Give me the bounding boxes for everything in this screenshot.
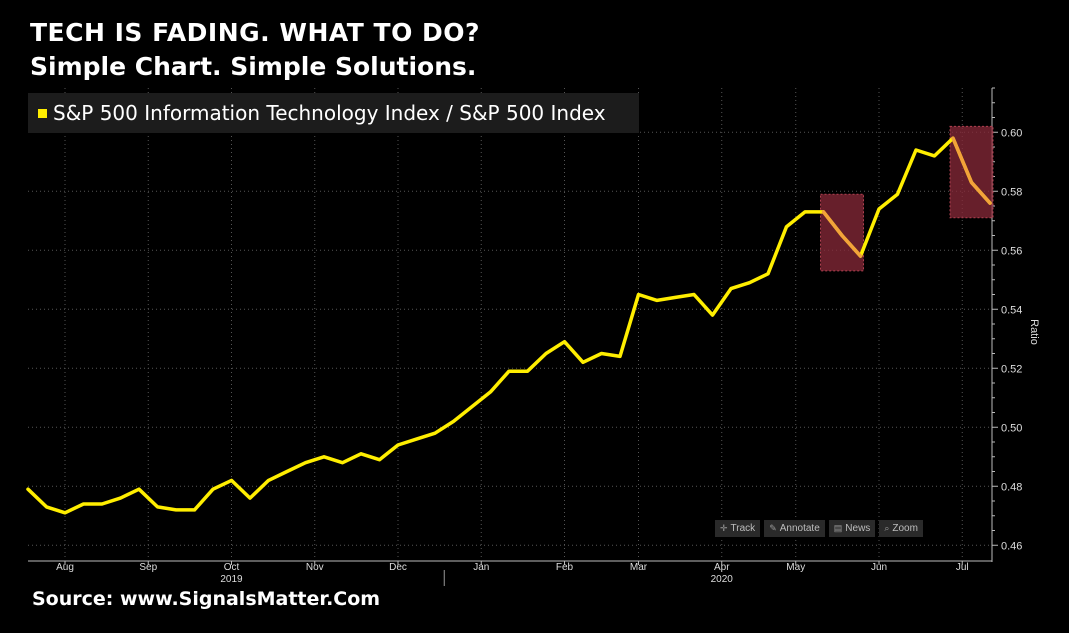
highlight-box [820, 193, 864, 272]
news-button[interactable]: ▤ News [828, 520, 876, 537]
zoom-button[interactable]: ⌕ Zoom [879, 520, 923, 537]
y-tick-label: 0.56 [1001, 245, 1022, 257]
x-tick-label: Oct [224, 562, 240, 573]
x-tick-label: Mar [630, 562, 648, 573]
y-tick-label: 0.48 [1001, 481, 1022, 493]
x-tick-label: Dec [389, 562, 407, 573]
x-year-label: 2020 [711, 574, 734, 585]
y-tick-label: 0.60 [1001, 127, 1022, 139]
zoom-label: Zoom [892, 523, 918, 534]
series-line-highlight [821, 210, 863, 258]
annotate-label: Annotate [779, 523, 820, 534]
y-tick-label: 0.52 [1001, 363, 1022, 375]
news-icon: ▤ [833, 523, 843, 533]
y-axis-title: Ratio [1028, 319, 1040, 345]
legend-swatch [38, 108, 47, 118]
y-tick-label: 0.58 [1001, 186, 1022, 198]
x-year-label: 2019 [220, 574, 243, 585]
zoom-icon: ⌕ [884, 523, 890, 533]
x-tick-label: Apr [714, 562, 730, 573]
highlight-box [949, 125, 994, 219]
chart-title: TECH IS FADING. WHAT TO DO? [30, 18, 481, 47]
x-tick-label: Jul [956, 562, 969, 573]
x-tick-label: Sep [139, 562, 157, 573]
y-tick-label: 0.50 [1001, 422, 1022, 434]
legend-label: S&P 500 Information Technology Index / S… [53, 101, 606, 125]
x-tick-label: Jun [871, 562, 887, 573]
track-button[interactable]: ✛ Track [715, 520, 761, 537]
chart-legend: S&P 500 Information Technology Index / S… [28, 93, 639, 133]
chart-toolbar: ✛ Track ✎ Annotate ▤ News ⌕ Zoom [715, 520, 923, 537]
y-tick-label: 0.54 [1001, 304, 1022, 316]
annotate-button[interactable]: ✎ Annotate [764, 520, 825, 537]
x-tick-label: Feb [556, 562, 574, 573]
chart-subtitle: Simple Chart. Simple Solutions. [30, 52, 477, 81]
y-tick-label: 0.46 [1001, 540, 1022, 552]
pencil-icon: ✎ [769, 523, 777, 533]
x-tick-label: Nov [306, 562, 324, 573]
source-note: Source: www.SignalsMatter.Com [32, 588, 381, 610]
x-tick-label: Aug [56, 562, 74, 573]
x-tick-label: Jan [473, 562, 489, 573]
series-line-highlight [951, 136, 992, 205]
news-label: News [845, 523, 871, 534]
crosshair-icon: ✛ [720, 523, 728, 533]
x-tick-label: May [786, 562, 805, 573]
track-label: Track [730, 523, 756, 534]
